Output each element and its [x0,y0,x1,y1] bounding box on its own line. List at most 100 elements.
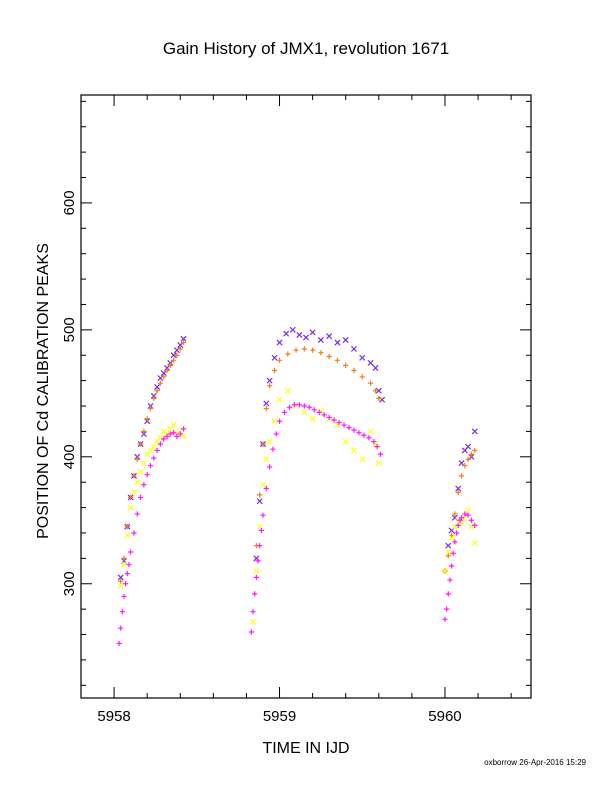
data-point [285,351,291,357]
data-point [252,591,258,597]
data-point [445,591,451,597]
data-point [121,593,127,600]
data-point [250,609,256,615]
data-point [276,418,283,424]
data-point [259,481,267,488]
data-point [170,422,177,429]
x-axis-ticks: 5958 5959 5960 [80,95,512,725]
data-point [366,435,372,441]
data-point [293,347,299,353]
data-point [160,369,167,377]
data-point [154,388,160,394]
data-point [472,447,478,454]
data-point [180,433,187,440]
data-point [458,473,465,479]
y-axis-label: POSITION OF Cd CALIBRATION PEAKS [35,243,52,539]
data-point [284,387,291,394]
data-point [331,417,337,423]
data-point [144,416,150,422]
data-point [266,377,273,384]
data-point [140,460,147,467]
data-point [455,522,461,528]
data-point [124,524,130,530]
data-point [164,367,170,374]
data-point [442,616,448,622]
data-point [177,431,183,437]
data-point [161,436,167,442]
y-tick-label: 400 [61,444,78,469]
data-point [301,346,307,352]
data-point [377,451,384,457]
data-point [281,409,288,415]
data-point [127,504,134,511]
data-point [448,563,455,569]
data-point [359,354,366,361]
data-point [318,350,324,356]
data-point [462,463,468,469]
data-point [296,331,303,338]
data-point [465,443,472,450]
data-point [342,336,349,344]
data-point [372,364,379,371]
data-point [131,473,137,479]
data-point [119,609,125,615]
data-point [174,352,180,358]
data-point [174,433,180,440]
data-point [455,485,462,492]
data-point [289,326,296,333]
data-point [131,530,137,536]
data-point [310,347,316,353]
data-point [266,438,273,445]
data-point [351,367,357,374]
data-point [257,543,263,549]
data-point [255,558,261,564]
data-point [177,346,183,352]
data-point [462,511,468,517]
data-point [376,395,382,402]
data-point [452,539,458,545]
data-point [141,428,147,435]
data-point [257,492,263,498]
data-point [124,570,130,577]
data-point [147,463,154,469]
data-point [116,640,122,647]
data-point [126,562,132,568]
chart-title: Gain History of JMX1, revolution 1671 [163,39,449,58]
data-point [326,414,332,421]
data-point [253,574,259,580]
data-point [367,380,374,386]
data-point [167,362,173,368]
data-point [336,419,342,426]
data-point [458,515,465,521]
data-point [455,489,461,495]
data-point [128,494,134,501]
data-point [134,456,140,462]
data-point [371,438,377,445]
data-point [161,374,167,380]
data-point [301,403,307,409]
data-point [276,357,283,363]
data-point [283,330,290,337]
data-point [118,625,124,631]
data-point [342,438,349,445]
data-markers [116,326,478,647]
data-point [258,527,264,534]
data-point [117,574,124,581]
data-point [326,353,332,360]
data-point [286,404,293,410]
data-point [134,511,140,517]
data-point [343,362,349,368]
data-point [441,568,448,575]
data-point [472,522,478,528]
data-point [250,618,257,625]
data-point [465,512,471,518]
data-point [144,471,150,478]
data-point [367,359,374,366]
x-tick-label: 5958 [97,708,130,725]
data-point [346,425,352,431]
data-point [465,456,471,462]
data-point [171,430,177,436]
data-point [256,498,263,505]
data-point [341,422,347,428]
data-point [137,469,144,476]
